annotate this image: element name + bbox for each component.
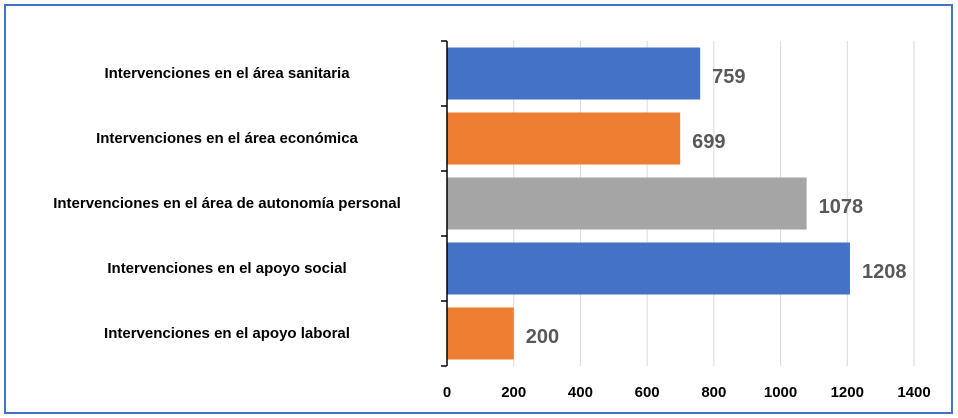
- x-tick-label: 600: [635, 384, 660, 401]
- x-tick-label: 200: [501, 384, 526, 401]
- category-label: Intervenciones en el área sanitaria: [104, 64, 350, 82]
- category-label: Intervenciones en el apoyo social: [107, 259, 347, 277]
- x-tick-label: 1000: [764, 384, 797, 401]
- category-label: Intervenciones en el área económica: [96, 129, 358, 147]
- category-label: Intervenciones en el apoyo laboral: [104, 324, 350, 342]
- value-label: 200: [526, 326, 559, 348]
- x-tick-label: 1400: [897, 384, 930, 401]
- x-tick-label: 400: [568, 384, 593, 401]
- x-tick-label: 1200: [831, 384, 864, 401]
- value-label: 699: [692, 131, 725, 153]
- bar: [447, 47, 701, 100]
- frame: [4, 4, 953, 414]
- value-label: 1078: [819, 196, 864, 218]
- bar: [447, 177, 807, 230]
- x-tick-label: 0: [443, 384, 451, 401]
- bar: [447, 307, 514, 360]
- bar: [447, 112, 681, 165]
- value-label: 759: [712, 66, 745, 88]
- value-label: 1208: [862, 261, 907, 283]
- x-tick-label: 800: [701, 384, 726, 401]
- category-label: Intervenciones en el área de autonomía p…: [53, 194, 401, 212]
- bar: [447, 242, 850, 295]
